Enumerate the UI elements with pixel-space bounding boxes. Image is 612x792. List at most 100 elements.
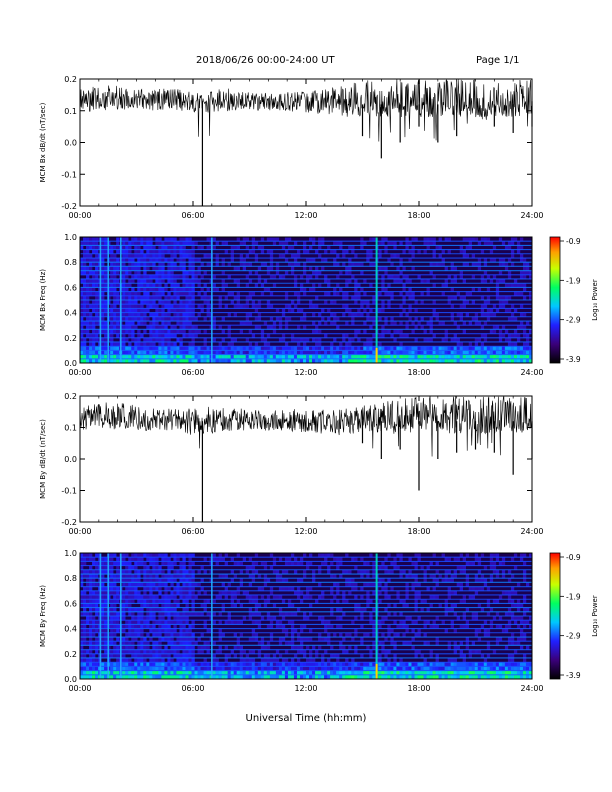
heatmap-cell [158, 611, 162, 617]
heatmap-cell [125, 624, 129, 629]
heatmap-cell [128, 245, 132, 250]
heatmap-cell [173, 325, 177, 330]
heatmap-cell [230, 358, 234, 364]
heatmap-cell [302, 553, 307, 558]
heatmap-cell [158, 666, 162, 671]
heatmap-cell [327, 346, 331, 351]
heatmap-cell [299, 557, 304, 562]
heatmap-cell [206, 308, 210, 313]
heatmap-cell [293, 354, 298, 360]
heatmap-cell [254, 253, 259, 259]
heatmap-cell [390, 253, 394, 259]
heatmap-cell [167, 316, 171, 322]
heatmap-cell [110, 279, 114, 284]
heatmap-cell [224, 662, 228, 667]
heatmap-cell [143, 586, 147, 592]
heatmap-cell [218, 628, 222, 634]
heatmap-cell [149, 553, 153, 558]
heatmap-cell [80, 590, 84, 596]
heatmap-cell [182, 641, 186, 646]
heatmap-cell [342, 333, 346, 339]
heatmap-cell [173, 628, 177, 634]
heatmap-cell [342, 262, 346, 267]
heatmap-cell [486, 358, 491, 364]
heatmap-cell [92, 291, 96, 297]
heatmap-cell [462, 279, 466, 284]
heatmap-cell [95, 637, 99, 642]
heatmap-cell [167, 557, 171, 562]
heatmap-cell [230, 557, 234, 562]
x-tick-label: 18:00 [407, 211, 430, 220]
heatmap-cell [176, 553, 180, 558]
heatmap-cell [263, 350, 268, 355]
heatmap-cell [149, 245, 153, 250]
heatmap-cell [182, 611, 186, 617]
heatmap-cell [278, 346, 283, 351]
heatmap-cell [462, 653, 466, 659]
heatmap-cell [390, 346, 394, 351]
heatmap-cell [236, 586, 240, 592]
heatmap-cell [176, 590, 180, 596]
heatmap-cell [167, 607, 171, 613]
heatmap-cell [80, 266, 84, 271]
heatmap-cell [275, 649, 280, 655]
heatmap-cell [456, 616, 460, 621]
heatmap-cell [351, 316, 355, 322]
heatmap-cell [336, 274, 340, 280]
heatmap-cell [92, 582, 96, 587]
heatmap-cell [206, 628, 210, 634]
heatmap-cell [486, 316, 491, 322]
heatmap-cell [191, 300, 195, 305]
heatmap-cell [321, 241, 325, 246]
heatmap-cell [182, 574, 186, 579]
heatmap-cell [113, 653, 117, 659]
heatmap-cell [188, 674, 192, 680]
heatmap-cell [110, 603, 114, 608]
heatmap-cell [324, 258, 328, 263]
heatmap-cell [447, 641, 451, 646]
heatmap-cell [360, 358, 364, 364]
heatmap-cell [125, 308, 129, 313]
heatmap-cell [278, 321, 283, 326]
heatmap-cell [426, 586, 430, 592]
heatmap-cell [432, 670, 436, 676]
heatmap-cell [215, 670, 219, 676]
heatmap-cell [480, 295, 485, 301]
heatmap-cell [480, 358, 485, 364]
heatmap-cell [522, 312, 527, 318]
heatmap-cell [182, 666, 186, 671]
heatmap-cell [390, 358, 394, 364]
heatmap-cell [200, 674, 204, 680]
heatmap-cell [477, 670, 482, 676]
heatmap-cell [155, 582, 159, 587]
heatmap-cell [275, 595, 280, 600]
heatmap-cell [272, 274, 277, 280]
heatmap-cell [293, 628, 298, 634]
heatmap-cell [194, 329, 198, 334]
heatmap-cell [158, 325, 162, 330]
heatmap-cell [116, 354, 120, 360]
heatmap-cell [179, 253, 183, 259]
heatmap-cell [134, 637, 138, 642]
heatmap-cell [89, 262, 93, 267]
heatmap-cell [333, 249, 337, 255]
heatmap-cell [462, 611, 466, 617]
heatmap-cell [131, 645, 135, 650]
heatmap-cell [116, 321, 120, 326]
heatmap-cell [402, 346, 406, 351]
heatmap-cell [453, 569, 457, 575]
heatmap-cell [290, 674, 295, 680]
heatmap-cell [224, 666, 228, 671]
heatmap-cell [86, 266, 90, 271]
heatmap-cell [381, 346, 385, 351]
heatmap-cell [251, 595, 256, 600]
heatmap-cell [122, 653, 126, 659]
heatmap-cell [426, 245, 430, 250]
heatmap-cell [128, 279, 132, 284]
heatmap-cell [170, 253, 174, 259]
heatmap-cell [113, 645, 117, 650]
heatmap-cell [417, 553, 421, 558]
heatmap-cell [155, 586, 159, 592]
heatmap-cell [450, 304, 454, 309]
heatmap-cell [435, 653, 439, 659]
